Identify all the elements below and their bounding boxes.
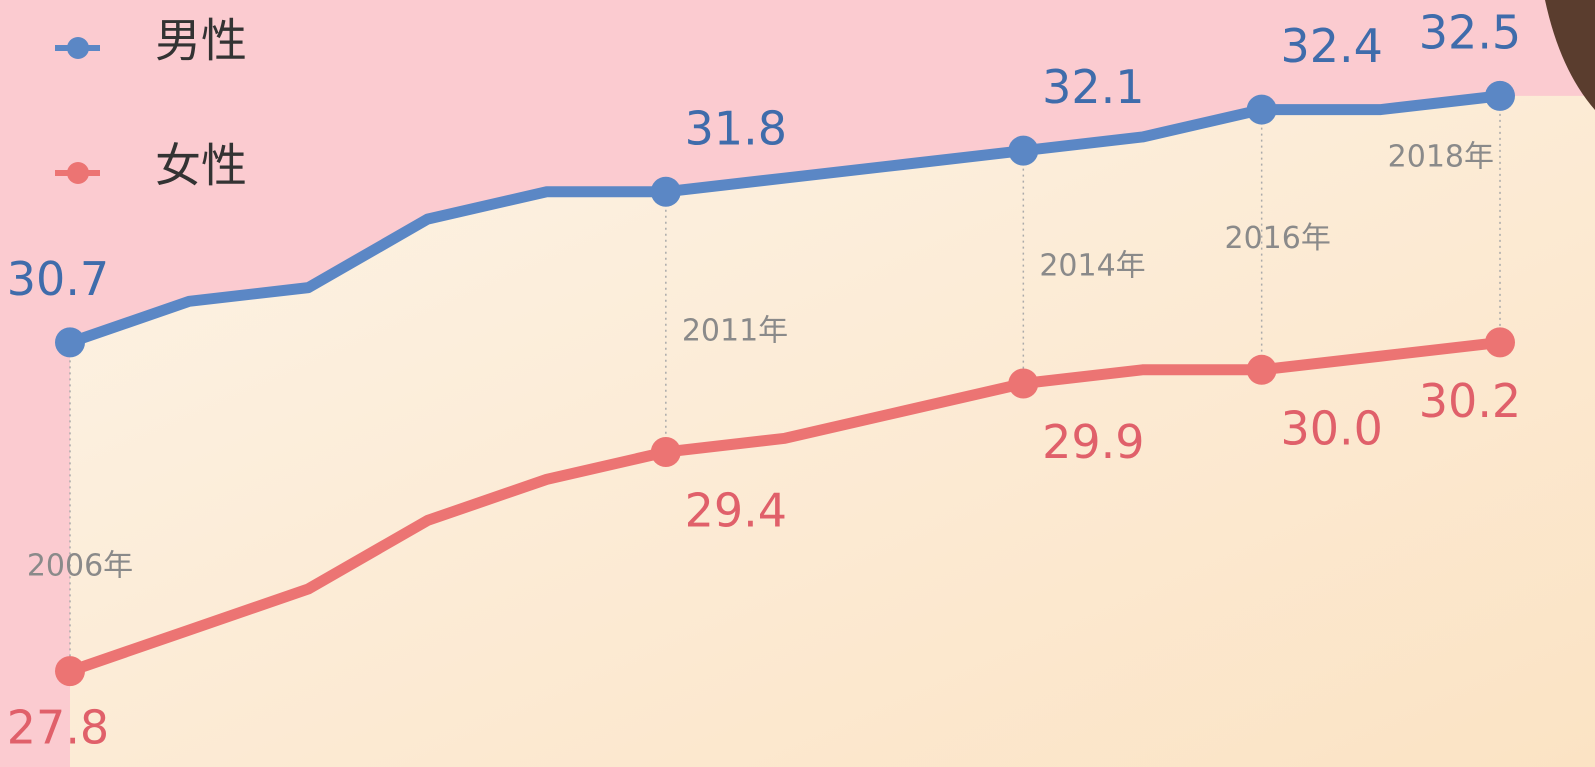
x-tick-label: 2014年 bbox=[1039, 249, 1145, 284]
legend-label: 男性 bbox=[155, 14, 247, 68]
x-tick-label: 2016年 bbox=[1224, 221, 1330, 256]
data-label: 31.8 bbox=[685, 101, 787, 155]
point bbox=[1246, 94, 1277, 125]
point bbox=[1008, 368, 1039, 399]
point bbox=[1485, 80, 1515, 111]
legend-marker bbox=[67, 37, 89, 59]
point bbox=[55, 656, 85, 687]
x-tick-label: 2006年 bbox=[27, 548, 133, 583]
data-label: 27.8 bbox=[7, 701, 109, 755]
data-label: 32.1 bbox=[1042, 60, 1144, 114]
data-label: 32.4 bbox=[1280, 19, 1382, 73]
point bbox=[650, 176, 681, 207]
point bbox=[1246, 354, 1277, 385]
data-label: 29.4 bbox=[685, 483, 787, 537]
data-label: 30.7 bbox=[7, 252, 109, 306]
legend-label: 女性 bbox=[155, 139, 247, 193]
x-tick-label: 2011年 bbox=[682, 313, 788, 348]
data-label: 30.2 bbox=[1419, 374, 1521, 428]
point bbox=[55, 327, 85, 358]
x-tick-label: 2018年 bbox=[1388, 139, 1494, 174]
point bbox=[1485, 327, 1515, 358]
point bbox=[1008, 135, 1039, 166]
data-label: 32.5 bbox=[1419, 5, 1521, 59]
point bbox=[650, 436, 681, 467]
decoration bbox=[1545, 0, 1595, 110]
legend-marker bbox=[67, 162, 89, 184]
data-label: 29.9 bbox=[1042, 415, 1144, 469]
data-label: 30.0 bbox=[1280, 401, 1382, 455]
